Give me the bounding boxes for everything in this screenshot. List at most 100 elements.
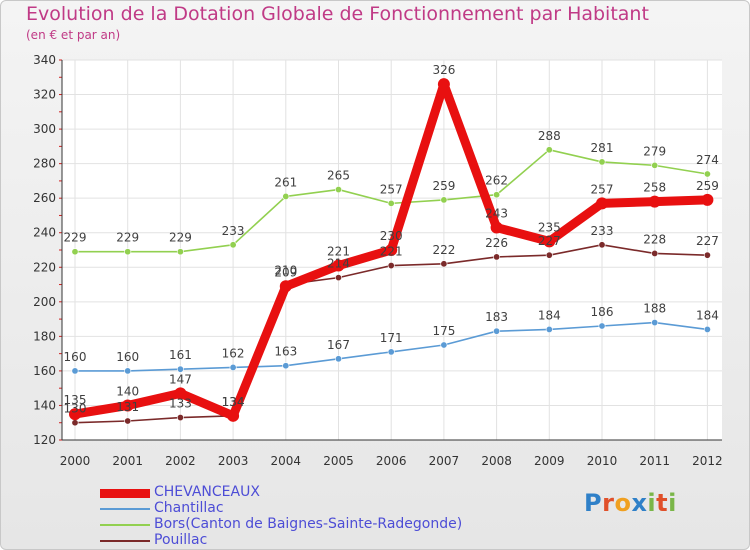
data-label-bors: 279 xyxy=(643,144,666,158)
y-tick-label: 200 xyxy=(33,295,56,309)
data-point-chantillac xyxy=(493,327,501,335)
x-tick-label: 2002 xyxy=(165,454,196,468)
data-point-chantillac xyxy=(703,325,711,333)
data-point-chantillac xyxy=(282,362,290,370)
data-label-pouillac: 210 xyxy=(274,264,297,278)
data-label-pouillac: 227 xyxy=(696,234,719,248)
data-label-pouillac: 130 xyxy=(64,402,87,416)
data-point-chevanceaux xyxy=(437,78,450,91)
data-label-chantillac: 161 xyxy=(169,348,192,362)
data-label-chantillac: 186 xyxy=(591,305,614,319)
x-tick-label: 2004 xyxy=(271,454,302,468)
legend-swatch xyxy=(100,540,150,542)
data-label-chantillac: 167 xyxy=(327,338,350,352)
legend-label: Chantillac xyxy=(154,500,224,516)
data-point-chantillac xyxy=(124,367,132,375)
data-point-chantillac xyxy=(545,325,553,333)
data-label-pouillac: 233 xyxy=(591,224,614,238)
data-point-bors xyxy=(703,170,711,178)
data-label-bors: 262 xyxy=(485,174,508,188)
legend-swatch xyxy=(100,508,150,510)
data-label-pouillac: 133 xyxy=(169,397,192,411)
data-label-bors: 259 xyxy=(432,179,455,193)
data-point-chantillac xyxy=(598,322,606,330)
data-label-chevanceaux: 257 xyxy=(591,182,614,196)
data-label-bors: 281 xyxy=(591,141,614,155)
legend-swatch xyxy=(100,524,150,526)
data-point-pouillac xyxy=(651,249,659,257)
data-point-chantillac xyxy=(440,341,448,349)
data-label-chevanceaux: 140 xyxy=(116,384,139,398)
proxiti-logo: Proxiti xyxy=(584,489,677,517)
legend-swatch xyxy=(100,488,150,498)
data-label-chevanceaux: 134 xyxy=(222,395,245,409)
x-tick-label: 2009 xyxy=(534,454,565,468)
data-point-chevanceaux xyxy=(121,399,134,412)
data-point-chevanceaux xyxy=(648,195,661,208)
x-tick-label: 2010 xyxy=(587,454,618,468)
data-label-chevanceaux: 235 xyxy=(538,220,561,234)
y-tick-label: 280 xyxy=(33,157,56,171)
y-tick-label: 340 xyxy=(33,53,56,67)
data-label-pouillac: 131 xyxy=(116,400,139,414)
data-label-pouillac: 222 xyxy=(432,243,455,257)
y-tick-label: 220 xyxy=(33,260,56,274)
data-label-chevanceaux: 326 xyxy=(432,63,455,77)
data-label-pouillac: 214 xyxy=(327,257,350,271)
data-label-bors: 274 xyxy=(696,153,719,167)
data-point-chevanceaux xyxy=(174,387,187,400)
x-tick-label: 2003 xyxy=(218,454,249,468)
y-tick-label: 180 xyxy=(33,329,56,343)
data-point-chevanceaux xyxy=(543,235,556,248)
data-label-bors: 229 xyxy=(116,231,139,245)
data-label-bors: 288 xyxy=(538,129,561,143)
data-point-chevanceaux xyxy=(279,280,292,293)
legend-label: CHEVANCEAUX xyxy=(154,484,260,500)
y-tick-label: 240 xyxy=(33,226,56,240)
data-label-chevanceaux: 259 xyxy=(696,179,719,193)
data-label-chantillac: 175 xyxy=(432,324,455,338)
data-label-pouillac: 226 xyxy=(485,236,508,250)
data-point-pouillac xyxy=(545,251,553,259)
data-point-pouillac xyxy=(703,251,711,259)
y-tick-label: 160 xyxy=(33,364,56,378)
line-chart: 120 140 160 180 200 220 240 260 280 300 320 340 2000… xyxy=(33,53,723,468)
data-point-chantillac xyxy=(176,365,184,373)
data-label-chevanceaux: 147 xyxy=(169,372,192,386)
data-point-bors xyxy=(124,248,132,256)
data-label-chevanceaux: 258 xyxy=(643,181,666,195)
x-tick-label: 2012 xyxy=(692,454,723,468)
x-tick-label: 2005 xyxy=(323,454,354,468)
data-point-bors xyxy=(334,186,342,194)
data-point-bors xyxy=(176,248,184,256)
chart-subtitle: (en € et par an) xyxy=(26,28,121,42)
data-point-chantillac xyxy=(651,319,659,327)
data-point-bors xyxy=(282,192,290,200)
x-tick-label: 2008 xyxy=(481,454,512,468)
data-point-chevanceaux xyxy=(332,259,345,272)
data-label-chantillac: 171 xyxy=(380,331,403,345)
x-tick-label: 2000 xyxy=(60,454,91,468)
chart-title: Evolution de la Dotation Globale de Fonc… xyxy=(26,3,649,25)
data-label-chantillac: 162 xyxy=(222,346,245,360)
data-point-bors xyxy=(545,146,553,154)
data-point-chantillac xyxy=(334,355,342,363)
data-label-pouillac: 228 xyxy=(643,232,666,246)
data-point-bors xyxy=(440,196,448,204)
data-point-bors xyxy=(229,241,237,249)
data-point-bors xyxy=(387,199,395,207)
data-point-chevanceaux xyxy=(596,197,608,210)
legend-label: Bors(Canton de Baignes-Sainte-Radegonde) xyxy=(154,516,463,532)
data-label-bors: 265 xyxy=(327,169,350,183)
data-point-pouillac xyxy=(598,241,606,249)
data-label-bors: 229 xyxy=(169,231,192,245)
x-tick-label: 2011 xyxy=(639,454,670,468)
data-point-bors xyxy=(651,161,659,169)
x-tick-label: 2001 xyxy=(112,454,143,468)
y-tick-label: 140 xyxy=(33,398,56,412)
data-label-chantillac: 188 xyxy=(643,302,666,316)
data-point-bors xyxy=(493,191,501,199)
x-tick-label: 2006 xyxy=(376,454,407,468)
data-label-bors: 229 xyxy=(64,231,87,245)
data-label-chantillac: 163 xyxy=(274,345,297,359)
